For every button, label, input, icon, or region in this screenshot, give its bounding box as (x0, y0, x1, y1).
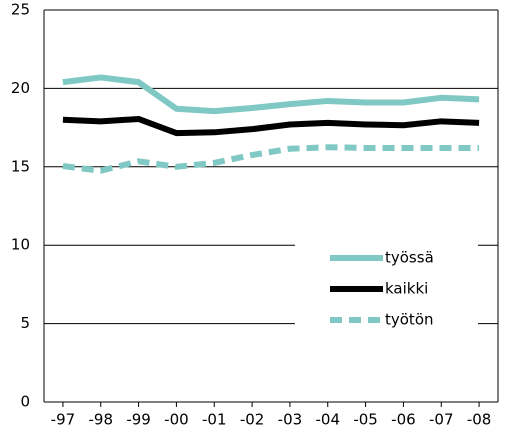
y-tick-label: 20 (11, 79, 30, 97)
x-tick-label: -07 (429, 411, 454, 429)
x-tick-label: -05 (353, 411, 378, 429)
legend-label: työssä (385, 249, 434, 267)
series-line (62, 74, 480, 115)
legend-box (295, 235, 478, 335)
x-tick-label: -98 (89, 411, 114, 429)
x-tick-label: -04 (316, 411, 341, 429)
x-tick-label: -01 (202, 411, 227, 429)
y-tick-label: 25 (11, 1, 30, 19)
y-tick-label: 5 (20, 314, 30, 332)
x-tick-label: -08 (467, 411, 492, 429)
series-line (62, 144, 480, 174)
x-tick-label: -03 (278, 411, 303, 429)
x-tick-label: -99 (126, 411, 151, 429)
y-tick-label: 10 (11, 236, 30, 254)
x-tick-label: -97 (51, 411, 76, 429)
x-tick-label: -06 (391, 411, 416, 429)
legend-label: kaikki (385, 280, 428, 298)
series-line (62, 115, 480, 137)
y-tick-label: 0 (20, 393, 30, 411)
y-tick-label: 15 (11, 157, 30, 175)
x-tick-label: -00 (164, 411, 189, 429)
legend-label: työtön (385, 311, 434, 329)
x-tick-label: -02 (240, 411, 265, 429)
